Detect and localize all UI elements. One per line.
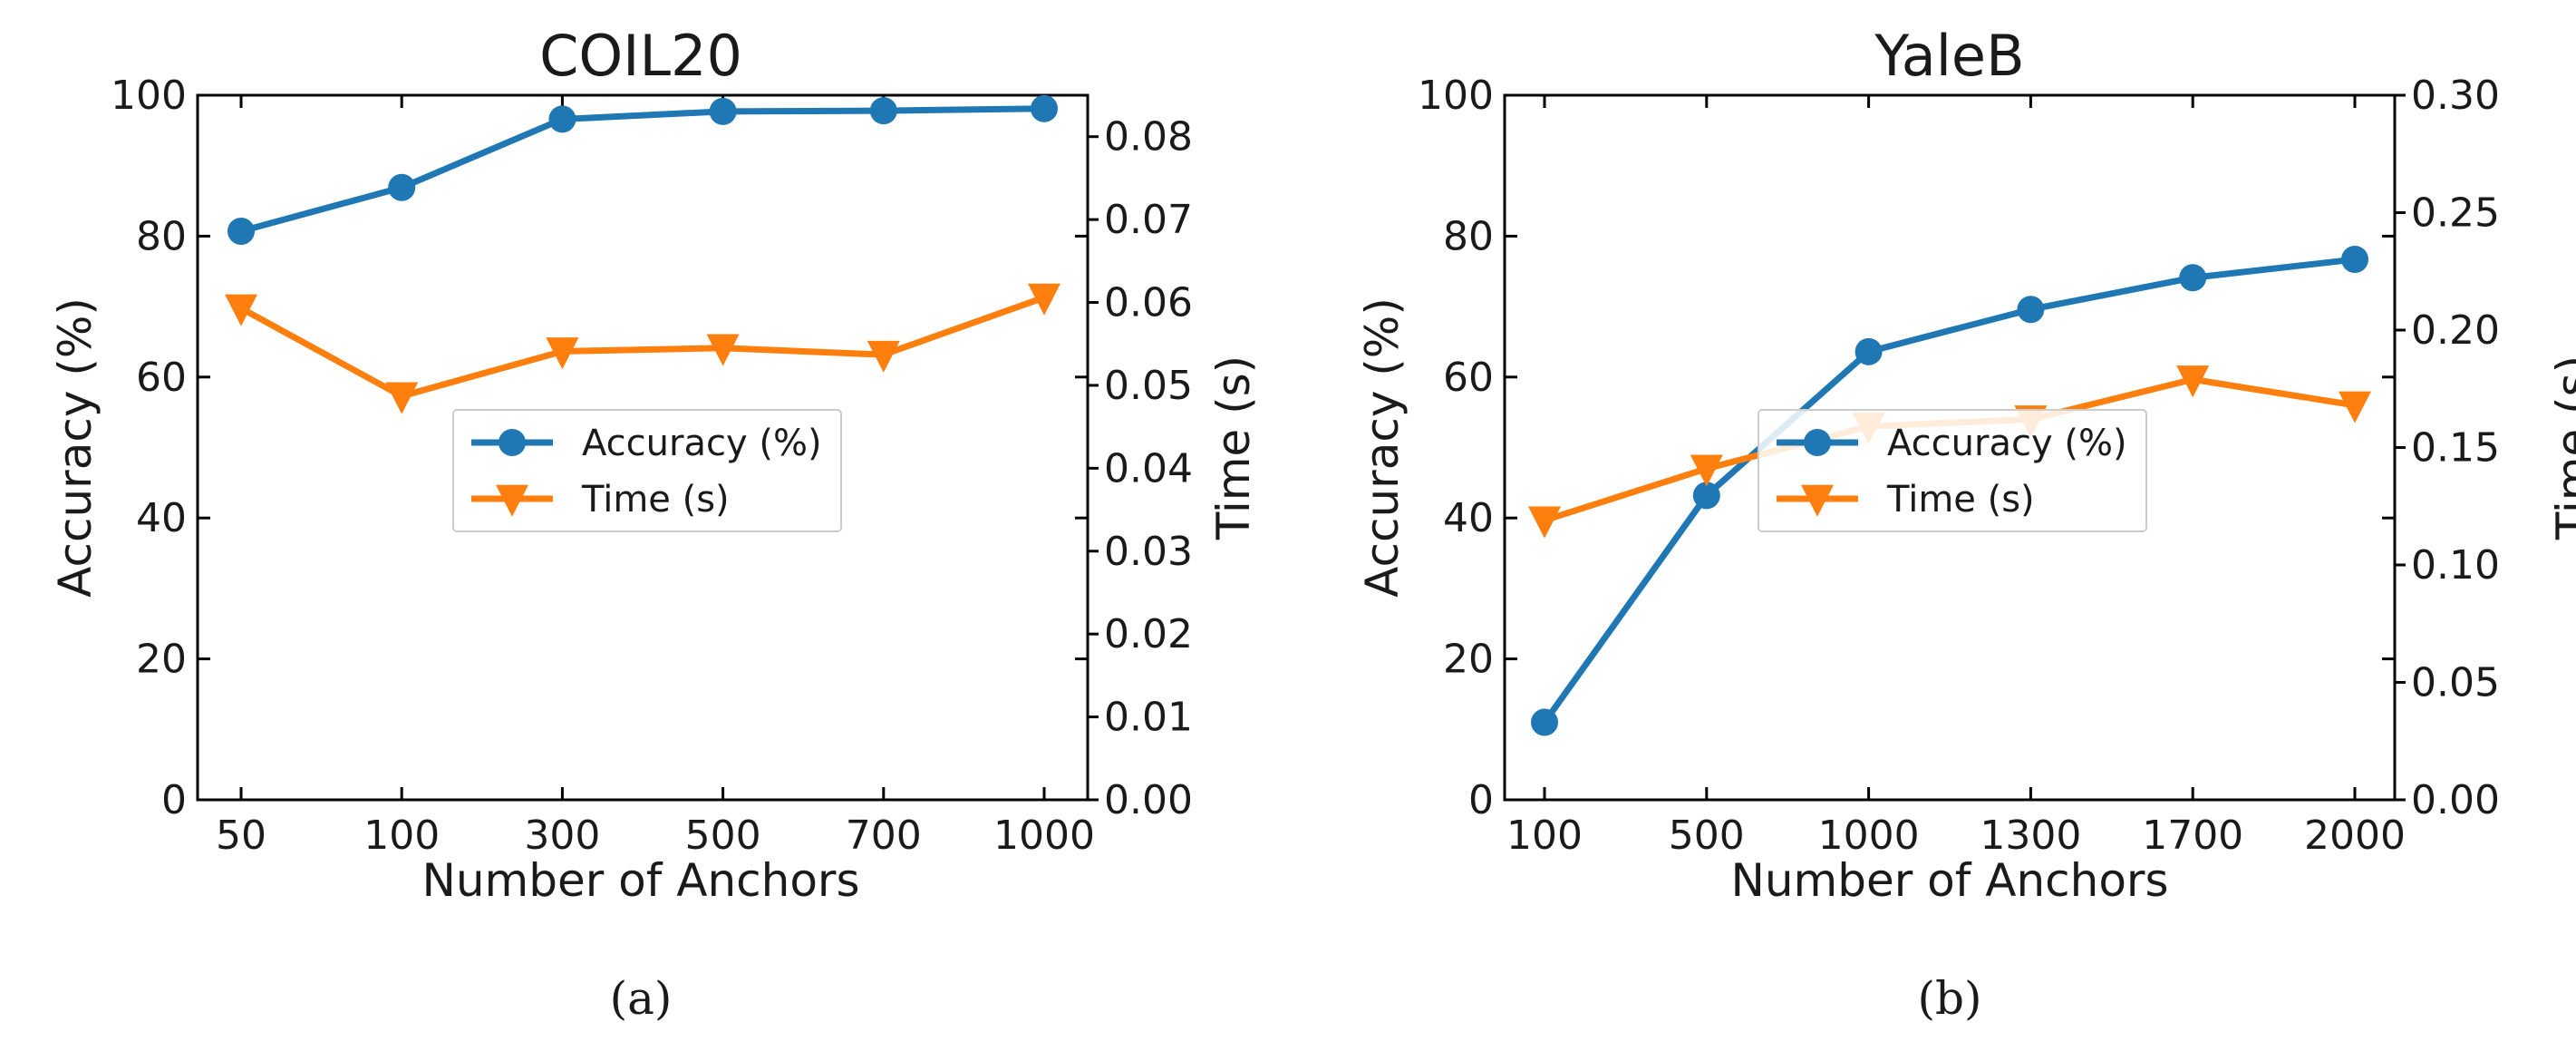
x-axis-label: Number of Anchors [1730,854,2168,907]
y-tick-label: 100 [111,73,187,119]
data-point-circle [1692,482,1720,510]
y2-tick-label: 0.05 [2411,660,2500,706]
data-point-circle [228,217,255,245]
data-point-circle [388,173,416,201]
y2-tick-label: 0.07 [1104,197,1193,243]
data-point-circle [548,105,576,133]
y-axis-label: Accuracy (%) [1356,297,1409,598]
data-point-triangle [546,337,579,370]
y2-tick-label: 0.10 [2411,542,2500,589]
y-tick-label: 80 [136,213,187,259]
data-point-triangle [706,334,740,366]
y-tick-label: 80 [1443,213,1494,259]
series-line-2 [239,294,1046,400]
y-tick-label: 20 [136,637,187,683]
y2-tick-label: 0.03 [1104,529,1193,575]
y2-axis-label: Time (s) [2547,355,2576,540]
y-tick-label: 60 [136,355,187,401]
x-tick-label: 500 [685,813,761,859]
panel-caption: (b) [1917,972,1981,1025]
y-axis-label: Accuracy (%) [49,297,102,598]
legend: Accuracy (%) Time (s) [1758,409,2147,532]
series-line-1 [1542,256,2356,725]
data-point-circle [1855,337,1883,365]
panel-caption: (a) [610,972,673,1025]
y2-tick-label: 0.00 [2411,777,2500,823]
y-tick-label: 40 [1443,495,1494,541]
y-tick-label: 100 [1418,73,1494,119]
data-point-triangle [225,294,257,326]
x-tick-label: 700 [846,813,922,859]
y2-tick-label: 0.25 [2411,190,2500,237]
data-point-circle [2341,246,2368,274]
data-point-circle [1531,708,1558,736]
y2-tick-label: 0.20 [2411,307,2500,354]
data-point-circle [709,97,737,125]
chart-title: YaleB [1874,23,2024,89]
plot-frame [196,93,1089,802]
legend-label: Accuracy (%) [1887,423,2127,464]
y-tick-label: 0 [161,777,187,823]
y2-tick-label: 0.01 [1104,695,1193,741]
x-tick-label: 100 [1506,813,1583,859]
y2-tick-label: 0.08 [1104,114,1193,161]
data-point-triangle [1028,283,1060,316]
data-point-circle [2017,296,2045,324]
legend-marker-circle [1804,429,1831,456]
legend-label: Time (s) [581,479,730,521]
legend-label: Time (s) [1886,479,2035,521]
chart-title: COIL20 [539,23,742,89]
y2-axis-label: Time (s) [1207,355,1260,540]
y2-tick-label: 0.05 [1104,363,1193,409]
data-point-triangle [1528,506,1561,539]
legend-marker-triangle [1801,484,1834,517]
x-tick-label: 1000 [993,813,1095,859]
x-axis-label: Number of Anchors [421,854,859,907]
y2-tick-label: 0.30 [2411,73,2500,119]
legend-label: Accuracy (%) [582,423,822,464]
x-tick-label: 500 [1669,813,1745,859]
legend: Accuracy (%) Time (s) [452,409,842,532]
x-tick-label: 100 [363,813,440,859]
data-point-triangle [1690,454,1723,487]
y2-tick-label: 0.04 [1104,445,1193,491]
series-line-1 [240,105,1045,235]
data-point-triangle [867,340,900,373]
data-point-triangle [385,382,419,414]
y-tick-label: 40 [136,495,187,541]
x-tick-label: 1000 [1818,813,1920,859]
x-tick-label: 300 [524,813,600,859]
y2-tick-label: 0.02 [1104,611,1193,657]
chart-panel-2: 0 20 40 60 80 100 0.00 0.05 0.10 0.15 0.20 0.25 0.30… [1356,23,2576,1025]
y-tick-label: 20 [1443,637,1494,683]
y2-tick-label: 0.06 [1104,280,1193,326]
data-point-triangle [2176,365,2210,398]
y-tick-label: 0 [1468,777,1494,823]
legend-marker-triangle [496,484,528,517]
data-point-circle [1031,94,1058,122]
x-tick-label: 50 [216,813,266,859]
y-tick-label: 60 [1443,355,1494,401]
legend-marker-circle [499,429,526,456]
x-tick-label: 1700 [2142,813,2243,859]
x-tick-label: 2000 [2304,813,2406,859]
data-point-circle [869,97,897,125]
y2-tick-label: 0.00 [1104,777,1193,823]
data-point-triangle [2339,391,2371,423]
x-tick-label: 1300 [1980,813,2081,859]
data-point-circle [2179,264,2207,292]
chart-panel-1: 0 20 40 60 80 100 0.00 0.01 0.02 0.03 0.04 0.05 0.06… [49,23,1260,1025]
y2-tick-label: 0.15 [2411,425,2500,472]
